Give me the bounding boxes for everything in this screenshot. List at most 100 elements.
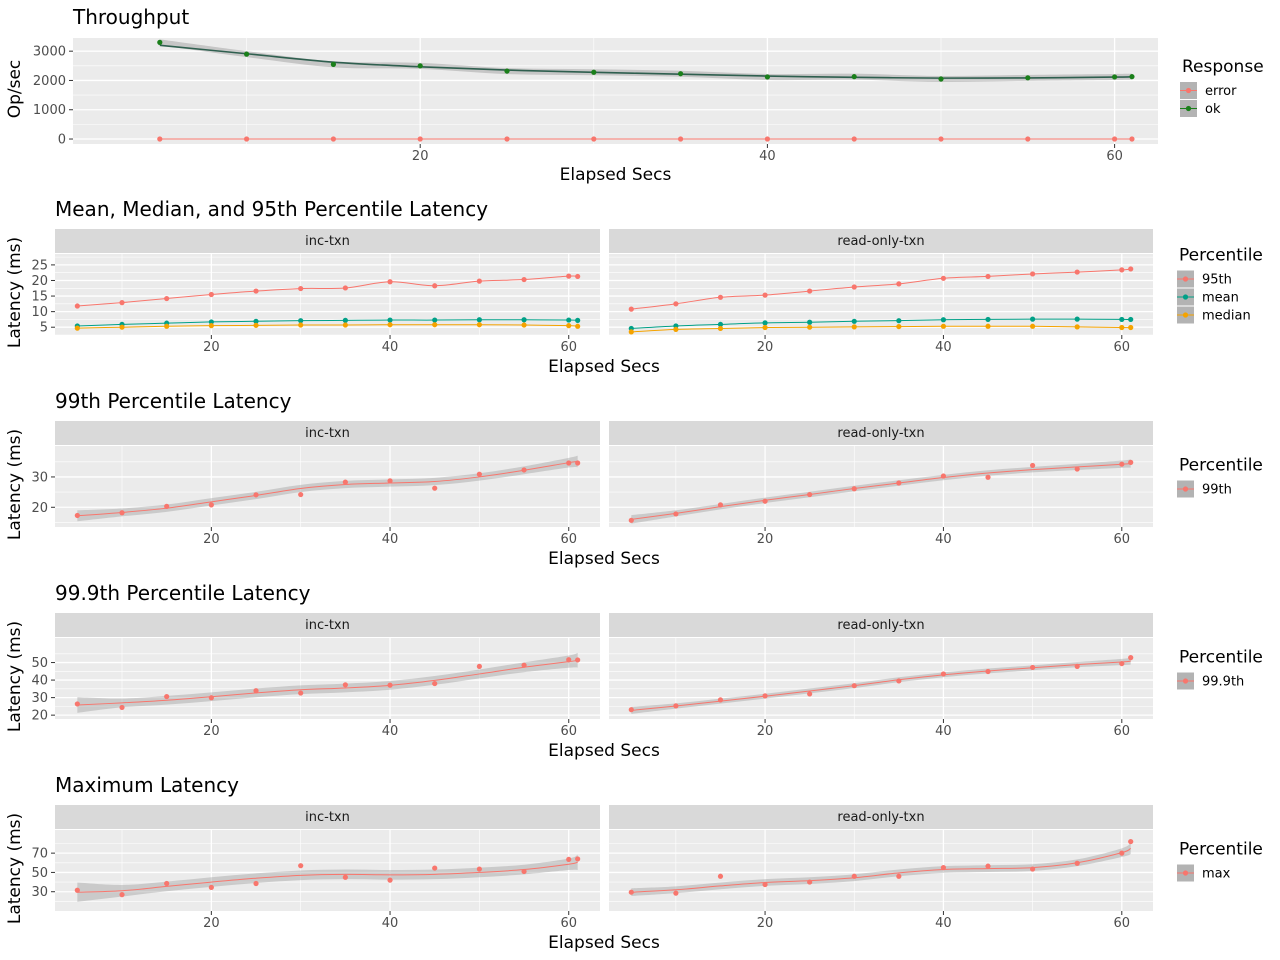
data-point xyxy=(764,74,771,80)
y-axis-title: Op/sec xyxy=(5,60,25,119)
data-point xyxy=(1030,664,1036,671)
y-tick-label: 30 xyxy=(31,691,48,706)
data-point xyxy=(330,61,336,67)
data-point xyxy=(432,283,438,289)
data-point xyxy=(807,288,813,294)
data-point xyxy=(1119,324,1125,331)
data-point xyxy=(985,668,991,675)
x-tick-label: 20 xyxy=(412,149,429,164)
y-tick-label: 40 xyxy=(31,674,48,689)
x-tick-label: 20 xyxy=(757,724,774,739)
series-99.9th xyxy=(628,655,1134,714)
series-mean xyxy=(74,317,581,329)
data-point xyxy=(717,294,724,300)
y-tick-label: 3000 xyxy=(33,45,66,60)
data-point xyxy=(673,301,679,307)
chart-title: Throughput xyxy=(72,5,189,29)
data-point xyxy=(940,671,947,677)
data-point xyxy=(521,322,527,328)
data-point xyxy=(1129,136,1135,142)
data-point xyxy=(985,863,991,869)
data-point xyxy=(208,884,214,890)
legend-label: ok xyxy=(1205,102,1221,117)
data-point xyxy=(387,317,393,323)
y-axis-title: Latency (ms) xyxy=(5,429,25,540)
data-point xyxy=(717,873,724,879)
x-axis-title: Elapsed Secs xyxy=(560,165,672,185)
data-point xyxy=(807,324,813,330)
x-tick-label: 60 xyxy=(560,916,577,931)
series-99th xyxy=(628,459,1134,524)
data-point xyxy=(244,136,250,142)
data-point xyxy=(1030,323,1036,329)
data-point xyxy=(476,322,482,328)
data-point xyxy=(628,517,634,523)
facet-label: read-only-txn xyxy=(837,618,924,633)
facet-strip xyxy=(55,421,600,445)
data-point xyxy=(253,322,259,328)
data-point xyxy=(1074,860,1080,866)
y-tick-label: 15 xyxy=(31,290,48,305)
data-point xyxy=(1025,136,1031,142)
data-point xyxy=(1129,74,1135,80)
data-point xyxy=(1119,267,1125,273)
data-point xyxy=(575,323,581,329)
x-tick-label: 60 xyxy=(1114,724,1131,739)
y-tick-label: 0 xyxy=(58,133,66,148)
legend-point xyxy=(1185,87,1192,94)
data-point xyxy=(896,281,902,287)
data-point xyxy=(208,323,214,329)
chart-1: Mean, Median, and 95th Percentile Latenc… xyxy=(5,197,1263,377)
data-point xyxy=(851,683,857,689)
x-tick-label: 20 xyxy=(203,532,220,547)
data-point xyxy=(157,136,163,142)
facet-panel: inc-txn 20 40 60 20 30 xyxy=(31,421,600,547)
legend: Response error ok xyxy=(1180,57,1264,117)
legend-title: Percentile xyxy=(1179,456,1263,476)
y-tick-label: 1000 xyxy=(33,103,66,118)
data-point xyxy=(1074,316,1080,322)
data-point xyxy=(940,317,947,323)
data-point xyxy=(985,323,991,329)
data-point xyxy=(342,479,348,485)
legend-point xyxy=(1185,105,1192,112)
data-point xyxy=(504,136,510,142)
facet-panel: read-only-txn 20 40 60 xyxy=(609,421,1153,547)
data-point xyxy=(1030,866,1036,872)
data-point xyxy=(762,498,768,504)
plot-background xyxy=(609,830,1153,911)
data-point xyxy=(119,704,125,711)
data-point xyxy=(566,460,572,466)
data-point xyxy=(476,278,482,284)
data-point xyxy=(253,492,259,498)
series-max xyxy=(628,838,1134,897)
data-point xyxy=(807,879,813,885)
data-point xyxy=(417,63,423,69)
data-point xyxy=(476,866,482,872)
data-point xyxy=(74,701,80,707)
facet-strip xyxy=(609,421,1153,445)
data-point xyxy=(342,322,348,328)
data-point xyxy=(1128,324,1134,331)
data-point xyxy=(164,693,170,700)
data-point xyxy=(208,695,214,701)
data-point xyxy=(298,318,304,324)
facet-label: read-only-txn xyxy=(837,426,924,441)
x-tick-label: 40 xyxy=(935,340,952,355)
data-point xyxy=(896,318,902,324)
legend-label: 99.9th xyxy=(1202,675,1244,690)
data-point xyxy=(566,856,572,863)
legend-point xyxy=(1182,294,1189,300)
plot-background xyxy=(609,446,1153,527)
legend: Percentile 95th mean median xyxy=(1177,246,1263,324)
x-tick-label: 40 xyxy=(382,724,399,739)
legend-point xyxy=(1182,678,1189,684)
facet-strip xyxy=(55,229,600,253)
data-point xyxy=(762,881,768,888)
data-point xyxy=(119,510,125,516)
data-point xyxy=(119,324,125,330)
data-point xyxy=(762,324,768,331)
y-tick-label: 30 xyxy=(31,470,48,485)
series-median xyxy=(628,323,1134,335)
